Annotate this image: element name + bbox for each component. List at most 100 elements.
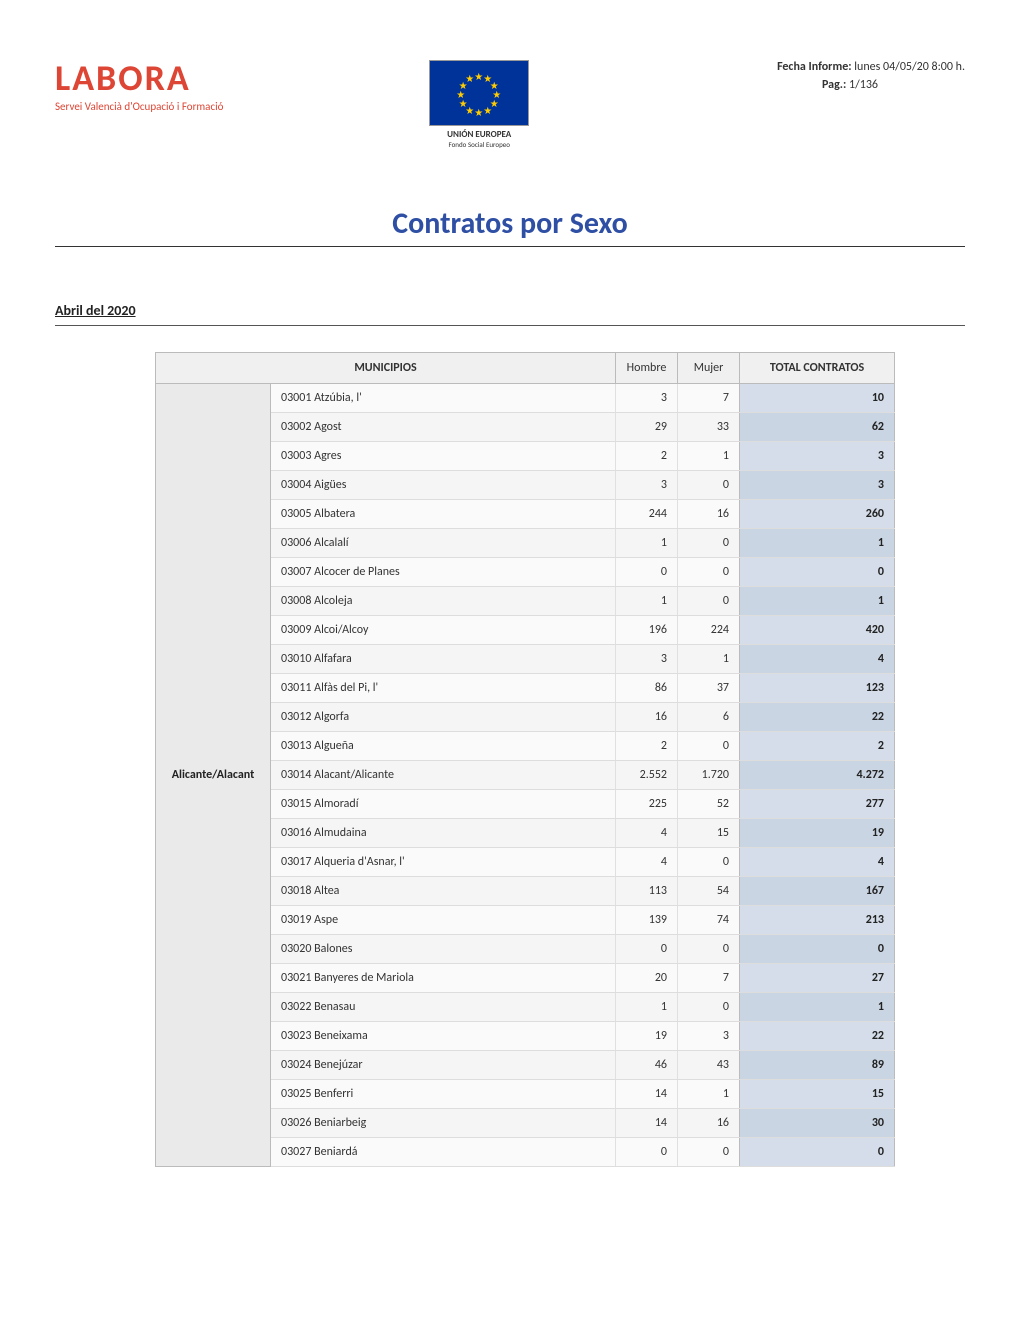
total-cell: 420 xyxy=(740,616,895,645)
total-cell: 0 xyxy=(740,935,895,964)
hombre-cell: 4 xyxy=(616,848,678,877)
col-mujer: Mujer xyxy=(678,353,740,384)
province-cell: Alicante/Alacant xyxy=(156,384,271,1167)
mujer-cell: 0 xyxy=(678,732,740,761)
col-hombre: Hombre xyxy=(616,353,678,384)
total-cell: 1 xyxy=(740,529,895,558)
municipio-cell: 03005 Albatera xyxy=(271,500,616,529)
municipio-cell: 03024 Benejúzar xyxy=(271,1051,616,1080)
mujer-cell: 1.720 xyxy=(678,761,740,790)
municipio-cell: 03009 Alcoi/Alcoy xyxy=(271,616,616,645)
period-block: Abril del 2020 xyxy=(55,302,965,326)
total-cell: 22 xyxy=(740,703,895,732)
total-cell: 4 xyxy=(740,848,895,877)
total-cell: 1 xyxy=(740,587,895,616)
municipio-cell: 03026 Beniarbeig xyxy=(271,1109,616,1138)
mujer-cell: 74 xyxy=(678,906,740,935)
total-cell: 4.272 xyxy=(740,761,895,790)
mujer-cell: 15 xyxy=(678,819,740,848)
title-underline xyxy=(55,246,965,247)
total-cell: 1 xyxy=(740,993,895,1022)
labora-logo-subtitle: Servei Valencià d'Ocupació i Formació xyxy=(55,100,223,113)
hombre-cell: 3 xyxy=(616,645,678,674)
fecha-value: lunes 04/05/20 8:00 h. xyxy=(854,60,965,74)
total-cell: 19 xyxy=(740,819,895,848)
total-cell: 89 xyxy=(740,1051,895,1080)
pag-label: Pag.: xyxy=(822,78,846,92)
total-cell: 0 xyxy=(740,558,895,587)
hombre-cell: 139 xyxy=(616,906,678,935)
hombre-cell: 20 xyxy=(616,964,678,993)
municipio-cell: 03018 Altea xyxy=(271,877,616,906)
eu-flag-icon: ★★★★★★★★★★★★ xyxy=(429,60,529,126)
hombre-cell: 4 xyxy=(616,819,678,848)
mujer-cell: 16 xyxy=(678,1109,740,1138)
municipio-cell: 03014 Alacant/Alicante xyxy=(271,761,616,790)
hombre-cell: 1 xyxy=(616,529,678,558)
hombre-cell: 0 xyxy=(616,558,678,587)
mujer-cell: 0 xyxy=(678,993,740,1022)
municipio-cell: 03008 Alcoleja xyxy=(271,587,616,616)
total-cell: 2 xyxy=(740,732,895,761)
hombre-cell: 29 xyxy=(616,413,678,442)
hombre-cell: 1 xyxy=(616,993,678,1022)
municipio-cell: 03027 Beniardá xyxy=(271,1138,616,1167)
municipio-cell: 03012 Algorfa xyxy=(271,703,616,732)
total-cell: 22 xyxy=(740,1022,895,1051)
mujer-cell: 1 xyxy=(678,442,740,471)
hombre-cell: 46 xyxy=(616,1051,678,1080)
municipio-cell: 03004 Aigües xyxy=(271,471,616,500)
municipio-cell: 03022 Benasau xyxy=(271,993,616,1022)
mujer-cell: 54 xyxy=(678,877,740,906)
municipio-cell: 03019 Aspe xyxy=(271,906,616,935)
fecha-label: Fecha Informe: xyxy=(777,60,852,74)
hombre-cell: 113 xyxy=(616,877,678,906)
mujer-cell: 0 xyxy=(678,935,740,964)
total-cell: 123 xyxy=(740,674,895,703)
period-underline xyxy=(55,325,965,326)
total-cell: 277 xyxy=(740,790,895,819)
col-municipios: MUNICIPIOS xyxy=(156,353,616,384)
hombre-cell: 0 xyxy=(616,935,678,964)
eu-logo-title: UNIÓN EUROPEA xyxy=(429,129,529,140)
total-cell: 3 xyxy=(740,471,895,500)
municipio-cell: 03023 Beneixama xyxy=(271,1022,616,1051)
hombre-cell: 1 xyxy=(616,587,678,616)
title-block: Contratos por Sexo xyxy=(55,199,965,247)
mujer-cell: 43 xyxy=(678,1051,740,1080)
total-cell: 30 xyxy=(740,1109,895,1138)
report-metadata: Fecha Informe: lunes 04/05/20 8:00 h. Pa… xyxy=(735,60,965,96)
table-row: Alicante/Alacant03001 Atzúbia, l'3710 xyxy=(156,384,895,413)
table-wrapper: MUNICIPIOS Hombre Mujer TOTAL CONTRATOS … xyxy=(155,352,965,1167)
mujer-cell: 6 xyxy=(678,703,740,732)
municipio-cell: 03021 Banyeres de Mariola xyxy=(271,964,616,993)
hombre-cell: 16 xyxy=(616,703,678,732)
mujer-cell: 16 xyxy=(678,500,740,529)
total-cell: 10 xyxy=(740,384,895,413)
municipio-cell: 03013 Algueña xyxy=(271,732,616,761)
hombre-cell: 225 xyxy=(616,790,678,819)
total-cell: 15 xyxy=(740,1080,895,1109)
mujer-cell: 224 xyxy=(678,616,740,645)
hombre-cell: 0 xyxy=(616,1138,678,1167)
hombre-cell: 2 xyxy=(616,732,678,761)
table-header-row: MUNICIPIOS Hombre Mujer TOTAL CONTRATOS xyxy=(156,353,895,384)
municipio-cell: 03010 Alfafara xyxy=(271,645,616,674)
contracts-table: MUNICIPIOS Hombre Mujer TOTAL CONTRATOS … xyxy=(155,352,895,1167)
hombre-cell: 86 xyxy=(616,674,678,703)
mujer-cell: 0 xyxy=(678,1138,740,1167)
mujer-cell: 0 xyxy=(678,558,740,587)
page-header: LABORA Servei Valencià d'Ocupació i Form… xyxy=(55,60,965,149)
total-cell: 213 xyxy=(740,906,895,935)
total-cell: 167 xyxy=(740,877,895,906)
hombre-cell: 244 xyxy=(616,500,678,529)
hombre-cell: 2.552 xyxy=(616,761,678,790)
mujer-cell: 1 xyxy=(678,645,740,674)
municipio-cell: 03003 Agres xyxy=(271,442,616,471)
municipio-cell: 03007 Alcocer de Planes xyxy=(271,558,616,587)
labora-logo-title: LABORA xyxy=(55,60,223,96)
mujer-cell: 0 xyxy=(678,848,740,877)
total-cell: 62 xyxy=(740,413,895,442)
municipio-cell: 03002 Agost xyxy=(271,413,616,442)
municipio-cell: 03006 Alcalalí xyxy=(271,529,616,558)
